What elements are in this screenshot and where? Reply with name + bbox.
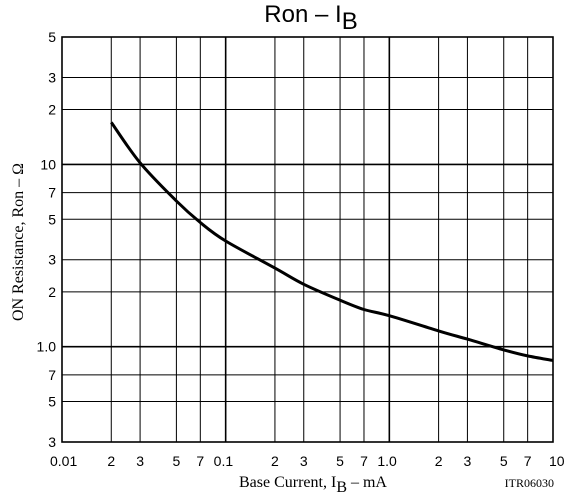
x-tick-label: 10	[549, 453, 564, 469]
x-tick-labels: 0.01 2 3 5 7 0.1 2 3 5 7 1.0 2 3 5 7 10	[50, 453, 564, 469]
x-tick-label: 1.0	[377, 453, 397, 469]
x-tick-label: 7	[196, 453, 204, 469]
y-tick-label: 3	[48, 69, 56, 85]
x-tick-label: 7	[524, 453, 532, 469]
x-tick-label: 2	[435, 453, 443, 469]
y-tick-label: 3	[48, 434, 56, 450]
y-tick-label: 7	[48, 185, 56, 201]
x-tick-label: 3	[300, 453, 308, 469]
x-tick-label: 3	[136, 453, 144, 469]
x-axis-label: Base Current, IB – mA	[239, 474, 387, 496]
y-tick-label: 2	[48, 284, 56, 300]
x-tick-label: 0.1	[214, 453, 234, 469]
y-tick-label: 5	[48, 29, 56, 45]
x-tick-label: 0.01	[50, 453, 77, 469]
x-tick-label: 2	[107, 453, 115, 469]
y-tick-labels: 3 5 7 1.0 2 3 5 7 10 2 3 5	[37, 29, 57, 450]
figure-code: ITR06030	[505, 476, 554, 490]
y-tick-label: 1.0	[37, 339, 57, 355]
x-tick-label: 5	[336, 453, 344, 469]
y-tick-label: 5	[48, 394, 56, 410]
y-tick-label: 10	[40, 156, 56, 172]
x-tick-label: 2	[271, 453, 279, 469]
y-tick-label: 7	[48, 367, 56, 383]
x-tick-label: 7	[360, 453, 368, 469]
y-tick-label: 5	[48, 211, 56, 227]
y-axis-label: ON Resistance, Ron – Ω	[10, 163, 27, 321]
x-tick-label: 5	[172, 453, 180, 469]
chart-title: Ron – IB	[264, 1, 357, 35]
y-tick-label: 2	[48, 102, 56, 118]
x-tick-label: 5	[500, 453, 508, 469]
x-tick-label: 3	[464, 453, 472, 469]
grid-lines	[62, 37, 553, 442]
y-tick-label: 3	[48, 252, 56, 268]
series-line	[110, 121, 554, 362]
plot-frame	[61, 36, 554, 443]
